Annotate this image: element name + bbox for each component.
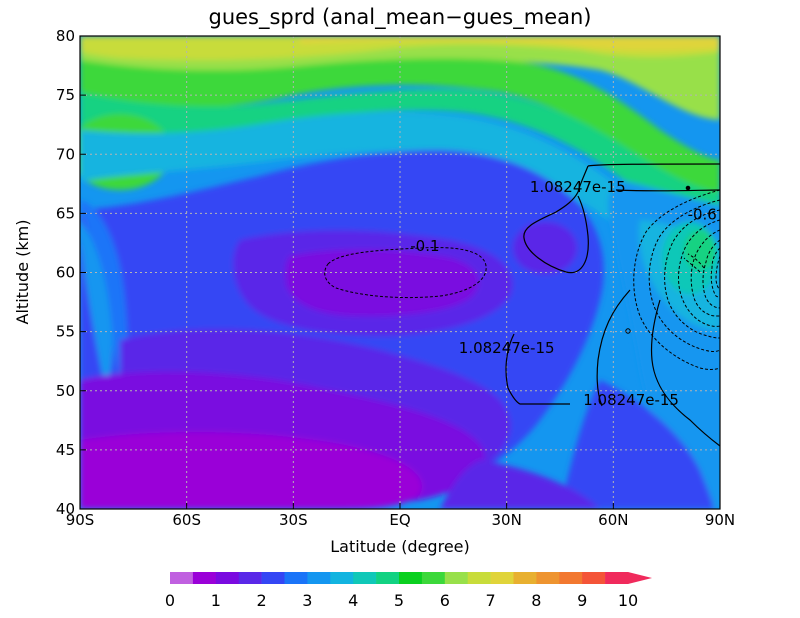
colorbar-swatch [284, 572, 308, 584]
y-axis: 40 45 50 55 60 65 70 75 80 [56, 27, 86, 518]
colorbar-tick-label: 0 [165, 591, 175, 610]
colorbar-swatch [170, 572, 194, 584]
x-tick-label: 90N [705, 511, 735, 529]
y-tick-label: 60 [56, 264, 75, 282]
x-tick-label: 60S [172, 511, 201, 529]
contour-label: 1.08247e-15 [530, 178, 626, 196]
colorbar-swatch [490, 572, 514, 584]
contour-line-zero [523, 165, 589, 274]
contour-line-negative [678, 219, 720, 327]
contour-label: -0.6 [688, 205, 717, 223]
contour-band [684, 230, 716, 270]
colorbar-swatch [192, 572, 217, 584]
x-tick-label: 30N [492, 511, 522, 529]
contour-line-zero [615, 189, 720, 192]
colorbar-swatch [261, 572, 285, 584]
colorbar-swatch [421, 572, 446, 584]
colorbar-tick-label: 7 [486, 591, 496, 610]
y-tick-label: 45 [56, 441, 75, 459]
colorbar-swatch [559, 572, 583, 584]
colorbar-tick-label: 3 [302, 591, 312, 610]
contour-label: -0.1 [410, 237, 439, 255]
x-tick-label: EQ [389, 511, 410, 529]
contour-line-negative [648, 199, 720, 352]
contour-line-negative [633, 189, 720, 370]
contour-line-negative [690, 229, 720, 317]
colorbar-tick-label: 8 [531, 591, 541, 610]
colorbar-swatch [307, 572, 331, 584]
contour-labels: 1.08247e-15 -0.1 -0.6 1.08247e-15 1.08247e-1… [410, 178, 717, 409]
colorbar-swatch [536, 572, 560, 584]
colorbar-swatch [215, 572, 239, 584]
x-tick-label: 60N [598, 511, 628, 529]
contour-band [300, 36, 720, 51]
y-tick-label: 50 [56, 382, 75, 400]
y-tick-label: 75 [56, 86, 75, 104]
contour-line-zero [685, 185, 691, 191]
contour-line-negative [664, 209, 720, 339]
colorbar-swatch [582, 572, 606, 584]
contour-line-negative [324, 247, 487, 299]
contour-line-negative [715, 255, 720, 291]
colorbar-swatch [605, 572, 629, 584]
contour-line-zero [596, 289, 631, 407]
contour-line-negative [710, 247, 720, 299]
grid-lines [80, 36, 720, 509]
colorbar-tick-label: 4 [348, 591, 358, 610]
contour-line-zero [650, 299, 720, 447]
colorbar-swatch [444, 572, 468, 584]
colorbar-swatch [467, 572, 491, 584]
contour-band [80, 111, 720, 271]
colorbar-swatch [399, 572, 423, 584]
y-tick-label: 55 [56, 323, 75, 341]
colorbar-swatch [353, 572, 377, 584]
y-tick-label: 80 [56, 27, 75, 45]
contour-line-zero [625, 328, 631, 334]
contour-band [80, 58, 720, 200]
y-tick-label: 65 [56, 204, 75, 222]
contour-band [285, 249, 479, 317]
contour-band [513, 222, 577, 274]
colorbar-tick-label: 9 [577, 591, 587, 610]
colorbar-tick-label: 6 [440, 591, 450, 610]
colorbar-tick-label: 1 [211, 591, 221, 610]
contour-line-negative [683, 253, 705, 273]
colorbar-swatch [238, 572, 262, 584]
contour-band [80, 200, 128, 410]
contour-line-zero [587, 163, 720, 167]
colorbar-tick-label: 5 [394, 591, 404, 610]
colorbar: 0 1 2 3 4 5 6 7 8 9 10 [165, 572, 652, 610]
x-axis: 90S 60S 30S EQ 30N 60N 90N [66, 503, 735, 529]
x-tick-label: 30S [279, 511, 308, 529]
contour-band [80, 89, 720, 230]
colorbar-tick-label: 2 [257, 591, 267, 610]
contour-label: 1.08247e-15 [583, 391, 679, 409]
contour-label: 1.08247e-15 [459, 339, 555, 357]
colorbar-swatch [376, 572, 400, 584]
x-axis-label: Latitude (degree) [330, 537, 470, 556]
contour-band [560, 380, 714, 509]
contour-band [80, 432, 422, 509]
heatmap-field [80, 36, 720, 509]
colorbar-swatch [513, 572, 537, 584]
contour-line-zero [505, 333, 570, 405]
contour-band [80, 220, 113, 390]
colorbar-extend-arrow [628, 572, 652, 584]
chart-title: gues_sprd (anal_mean−gues_mean) [208, 5, 591, 30]
y-tick-label: 70 [56, 145, 75, 163]
contour-line-negative [702, 239, 720, 309]
contour-band [440, 460, 600, 509]
y-axis-label: Altitude (km) [13, 220, 32, 325]
colorbar-tick-label: 10 [618, 591, 638, 610]
contour-lines [324, 163, 720, 447]
colorbar-swatch [330, 572, 354, 584]
x-tick-label: 90S [66, 511, 95, 529]
y-tick-label: 40 [56, 500, 75, 518]
